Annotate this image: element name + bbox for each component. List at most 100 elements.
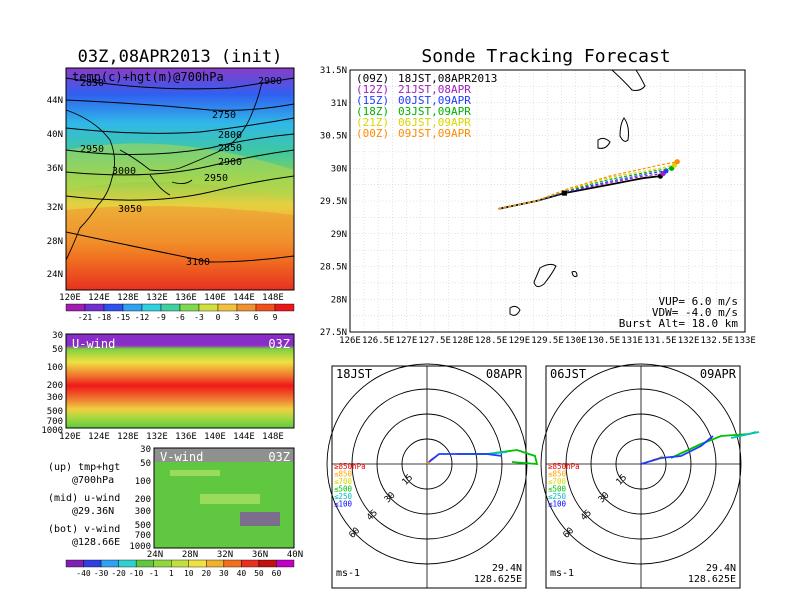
hodograph-trace (428, 453, 503, 463)
colorbar-swatch (255, 303, 276, 312)
lon-tick-label: 120E (59, 293, 81, 303)
legend-label: 00JST,09APR (398, 94, 471, 107)
hodograph-trace (640, 435, 714, 465)
hodograph-time: 18JST (336, 367, 372, 381)
colorbar-label: 50 (254, 569, 264, 578)
colorbar-swatch (83, 559, 102, 568)
legend-code: (15Z) (356, 94, 389, 107)
pressure-tick-label: 1000 (129, 542, 151, 552)
lon-tick-label: 130.5E (588, 336, 621, 346)
lat-tick-label: 36N (252, 550, 268, 560)
vwind-label: V-wind (160, 450, 203, 464)
lat-tick-label: 24N (147, 550, 163, 560)
lat-tick-label: 24N (47, 270, 63, 280)
vwind-panel: V-wind 03Z (153, 447, 295, 549)
pressure-tick-label: 100 (47, 363, 63, 373)
legend-label: 21JST,08APR (398, 83, 471, 96)
lat-tick-label: 29N (331, 230, 347, 240)
colorbar-label: -9 (156, 313, 166, 322)
hodograph-legend-label: ≤250 (334, 492, 353, 501)
pressure-tick-label: 200 (135, 495, 151, 505)
legend-label: 06JST,09APR (398, 116, 471, 129)
ring-label: 15 (401, 473, 416, 488)
legend-code: (21Z) (356, 116, 389, 129)
colorbar-swatch (100, 559, 119, 568)
lat-tick-label: 29.5N (320, 197, 347, 207)
pressure-tick-label: 50 (140, 459, 151, 469)
lat-tick-label: 32N (217, 550, 233, 560)
contour-label: 3100 (186, 257, 210, 268)
contour-label: 3000 (112, 166, 136, 177)
colorbar-swatch (65, 303, 86, 312)
colorbar-label: -1 (149, 569, 159, 578)
pressure-tick-label: 30 (140, 445, 151, 455)
hodograph-frame (545, 365, 741, 589)
lon-tick-label: 124E (88, 293, 110, 303)
colorbar-label: -12 (135, 313, 150, 322)
contour-label: 2950 (204, 173, 228, 184)
hodograph-legend-label: ≤700 (334, 477, 353, 486)
colorbar-label: -15 (116, 313, 131, 322)
colorbar-swatch (122, 303, 143, 312)
hodograph-lat: 29.4N (706, 563, 736, 574)
hodograph-legend-label: ≤500 (548, 485, 567, 494)
colorbar-label: 0 (216, 313, 221, 322)
lat-tick-label: 44N (47, 96, 63, 106)
colorbar-swatch (188, 559, 207, 568)
uwind-field (66, 334, 294, 428)
track-lines (498, 159, 680, 210)
hodograph-legend-label: ≤850 (548, 470, 567, 479)
note-line: (mid) u-wind (48, 493, 120, 504)
colorbar-label: 9 (273, 313, 278, 322)
pressure-tick-label: 500 (47, 407, 63, 417)
lat-tick-label: 28N (331, 295, 347, 305)
pressure-tick-label: 50 (52, 345, 63, 355)
colorbar-swatch (223, 559, 242, 568)
colorbar-label: -30 (94, 569, 109, 578)
colorbar-swatch (135, 559, 154, 568)
legend-code: (18Z) (356, 105, 389, 118)
lon-tick-label: 129E (508, 336, 530, 346)
hodograph-lat: 29.4N (492, 563, 522, 574)
param-line: VDW= -4.0 m/s (652, 306, 738, 319)
lon-tick-label: 128E (452, 336, 474, 346)
lat-tick-label: 31N (331, 99, 347, 109)
hodograph-lon: 128.625E (474, 574, 522, 585)
track-marker (561, 190, 567, 196)
pressure-tick-label: 100 (135, 477, 151, 487)
note-line: @128.66E (72, 537, 120, 548)
track-series-line (498, 161, 678, 210)
lat-tick-label: 32N (47, 203, 63, 213)
colorbar-swatch (198, 303, 219, 312)
colorbar-swatch (179, 303, 200, 312)
contour-label: 2850 (80, 78, 104, 89)
colorbar-swatch (171, 559, 189, 568)
contour-label: 2850 (218, 143, 242, 154)
hodograph-frame (331, 365, 527, 589)
legend-label: 18JST,08APR2013 (398, 72, 497, 85)
pressure-tick-label: 30 (52, 331, 63, 341)
map-lat-axis: 44N 40N 36N 32N 28N 24N (47, 96, 63, 280)
lon-tick-label: 132E (678, 336, 700, 346)
lon-tick-label: 128E (117, 293, 139, 303)
panel-notes: (up) tmp+hgt @700hPa (mid) u-wind @29.36… (48, 462, 120, 548)
colorbar-swatch (118, 559, 137, 568)
lon-tick-label: 144E (233, 432, 255, 442)
colorbar-swatch (206, 559, 225, 568)
map-lon-axis: 120E 124E 128E 132E 136E 140E 144E 148E (59, 293, 284, 303)
legend-code: (12Z) (356, 83, 389, 96)
colorbar-swatch (153, 559, 172, 568)
track-legend: (09Z) 18JST,08APR2013 (12Z) 21JST,08APR (15Z… (356, 72, 497, 140)
param-line: VUP= 6.0 m/s (659, 295, 738, 308)
hodograph-legend-label: ≤100 (548, 500, 567, 509)
hodograph-legend-label: ≤100 (334, 500, 353, 509)
colorbar-swatch (274, 303, 295, 312)
colorbar-label: -10 (129, 569, 144, 578)
ring-label: 15 (615, 473, 630, 488)
lon-tick-label: 131E (621, 336, 643, 346)
colorbar-swatch (258, 559, 277, 568)
lat-tick-label: 40N (287, 550, 303, 560)
lat-tick-label: 27.5N (320, 328, 347, 338)
